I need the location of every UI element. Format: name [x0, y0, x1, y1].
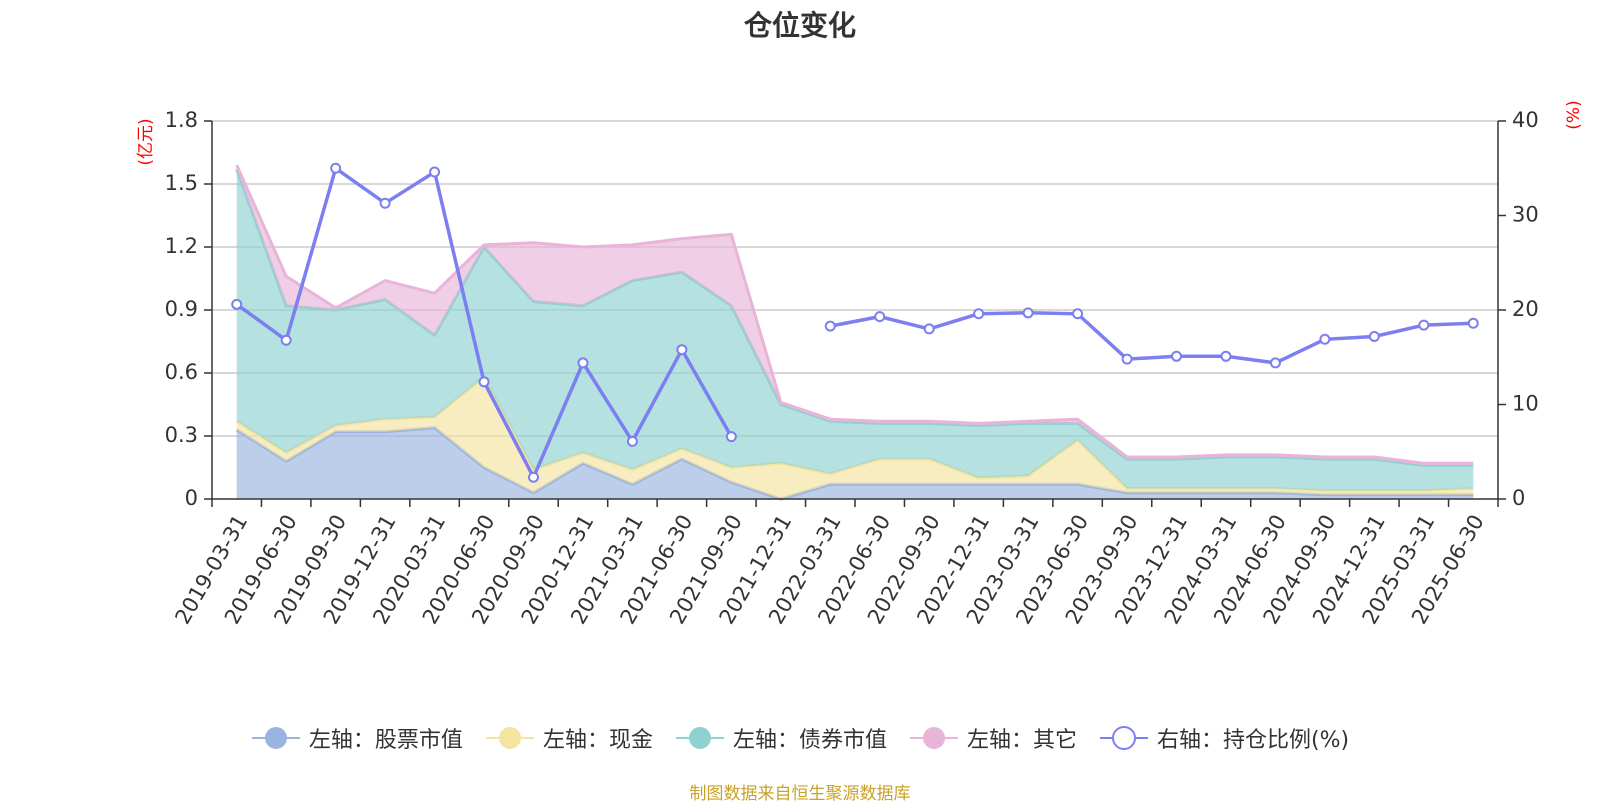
- line-point: [1467, 317, 1479, 329]
- legend-item[interactable]: 左轴：股票市值: [251, 722, 463, 754]
- line-point: [429, 166, 441, 178]
- line-point: [1121, 353, 1133, 365]
- legend-marker-icon: [909, 727, 958, 749]
- source-note: 制图数据来自恒生聚源数据库: [689, 784, 911, 804]
- line-point: [1418, 319, 1430, 331]
- left-tick-label: 0.9: [165, 297, 198, 321]
- line-point: [231, 298, 243, 310]
- legend-marker-icon: [675, 727, 724, 749]
- legend-marker-icon: [1099, 726, 1148, 750]
- left-tick-label: 1.5: [165, 171, 198, 195]
- legend-label: 左轴：股票市值: [308, 728, 463, 753]
- line-point: [824, 320, 836, 332]
- right-tick-label: 30: [1512, 203, 1539, 227]
- line-point: [1368, 330, 1380, 342]
- legend-marker-icon: [485, 727, 534, 749]
- line-point: [280, 334, 292, 346]
- legend-item[interactable]: 右轴：持仓比例(%): [1099, 722, 1349, 754]
- line-point: [973, 308, 985, 320]
- line-point: [1022, 307, 1034, 319]
- line-point: [1319, 333, 1331, 345]
- line-series: [829, 311, 1474, 365]
- legend-label: 左轴：现金: [542, 728, 653, 753]
- legend: 左轴：股票市值 左轴：现金 左轴：债券市值 左轴：其它 右轴：持仓比例(%): [0, 722, 1600, 754]
- chart-title: 仓位变化: [743, 9, 856, 42]
- legend-label: 左轴：其它: [966, 728, 1077, 753]
- legend-label: 左轴：债券市值: [732, 728, 887, 753]
- left-tick-label: 1.8: [165, 108, 198, 132]
- line-point: [874, 311, 886, 323]
- right-tick-label: 0: [1512, 486, 1525, 510]
- line-point: [577, 357, 589, 369]
- legend-item[interactable]: 左轴：其它: [909, 722, 1077, 754]
- area-edge-左轴：其它: [235, 164, 1474, 465]
- right-tick-label: 40: [1512, 108, 1539, 132]
- line-point: [1269, 357, 1281, 369]
- right-tick-label: 20: [1512, 297, 1539, 321]
- line-point: [725, 431, 737, 443]
- area-左轴：现金: [236, 377, 1474, 499]
- right-axis-unit: (%): [1564, 100, 1584, 129]
- left-axis-unit: (亿元): [136, 118, 156, 165]
- line-point: [379, 197, 391, 209]
- area-左轴：债券市值: [236, 169, 1474, 491]
- left-tick-label: 0: [185, 486, 198, 510]
- line-point: [1171, 350, 1182, 362]
- line-point: [923, 323, 935, 335]
- line-point: [626, 435, 638, 447]
- line-point: [1220, 350, 1232, 362]
- left-tick-label: 0.6: [165, 360, 198, 384]
- left-tick-label: 1.2: [165, 234, 198, 258]
- line-point: [676, 344, 688, 356]
- legend-marker-icon: [251, 727, 300, 749]
- line-point: [528, 471, 539, 483]
- line-point: [478, 376, 490, 388]
- line-point: [1072, 308, 1084, 320]
- right-tick-label: 10: [1512, 392, 1539, 416]
- legend-item[interactable]: 左轴：现金: [485, 722, 653, 754]
- left-tick-label: 0.3: [165, 423, 198, 447]
- legend-label: 右轴：持仓比例(%): [1156, 728, 1350, 753]
- legend-item[interactable]: 左轴：债券市值: [675, 722, 887, 754]
- line-point: [330, 162, 342, 174]
